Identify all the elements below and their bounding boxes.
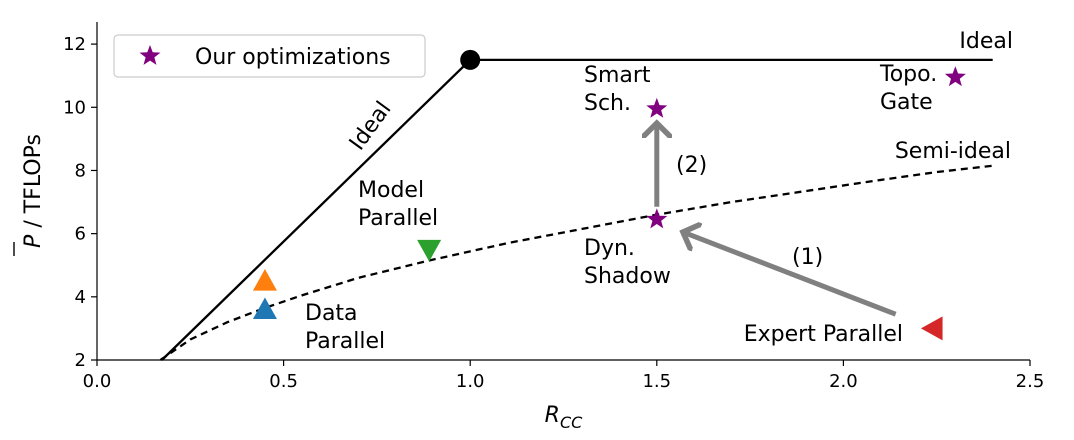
- x-tick-label: 2.5: [1016, 371, 1045, 392]
- y-axis-title-rest: / TFLOPs: [21, 134, 46, 235]
- expert-parallel: [920, 316, 943, 341]
- chart-marks: [159, 49, 993, 361]
- y-tick-label: 6: [75, 224, 86, 245]
- y-tick-label: 10: [63, 97, 86, 118]
- axis-ticks: 0.0 0.5 1.0 1.5 2.0 2.5 2 4 6 8 10 12: [63, 34, 1044, 392]
- label-ideal-slope: Ideal: [345, 97, 397, 155]
- x-tick-label: 1.5: [642, 371, 671, 392]
- label-ideal: Ideal: [959, 29, 1013, 54]
- label-model-parallel: Model Parallel: [358, 178, 438, 231]
- data-parallel: [252, 297, 277, 320]
- model-parallel: [417, 239, 442, 262]
- arrow-1: [683, 232, 897, 317]
- label-dyn-shadow: Dyn. Shadow: [584, 236, 671, 289]
- label-topo-gate: Topo. Gate: [879, 62, 937, 115]
- label-arrow-2: (2): [676, 153, 707, 178]
- data-parallel-ideal: [252, 269, 277, 291]
- dyn-shadow: [646, 208, 668, 229]
- label-data-parallel: Data Parallel: [305, 301, 385, 354]
- y-axis-title-symbol: P: [21, 234, 46, 248]
- label-smart-sch: Smart Sch.: [584, 63, 651, 116]
- y-tick-label: 4: [75, 287, 86, 308]
- x-tick-label: 0.0: [83, 371, 112, 392]
- y-tick-label: 2: [75, 350, 86, 371]
- x-axis-title-main: R: [545, 403, 560, 428]
- x-axis-title-sub: CC: [560, 413, 583, 432]
- legend-star-icon: [139, 45, 161, 65]
- y-axis-title: P / TFLOPs: [13, 134, 46, 256]
- x-tick-label: 1.0: [456, 371, 485, 392]
- label-semi-ideal: Semi-ideal: [895, 139, 1011, 164]
- semi-ideal-curve: [159, 164, 993, 361]
- legend: Our optimizations: [113, 34, 426, 78]
- ideal-line: [161, 58, 993, 361]
- topo-gate: [944, 66, 966, 87]
- ideal-peak: [460, 49, 481, 70]
- y-tick-label: 8: [75, 160, 86, 181]
- smart-sch: [646, 97, 668, 118]
- y-tick-label: 12: [63, 34, 86, 55]
- legend-label: Our optimizations: [195, 45, 391, 70]
- label-expert-parallel: Expert Parallel: [744, 322, 903, 347]
- x-tick-label: 0.5: [269, 371, 298, 392]
- legend-star-mark: [139, 45, 161, 65]
- x-axis-title: RCC: [545, 403, 583, 432]
- label-arrow-1: (1): [792, 245, 823, 270]
- svg-text:P / TFLOPs: P / TFLOPs: [21, 134, 46, 248]
- x-tick-label: 2.0: [829, 371, 858, 392]
